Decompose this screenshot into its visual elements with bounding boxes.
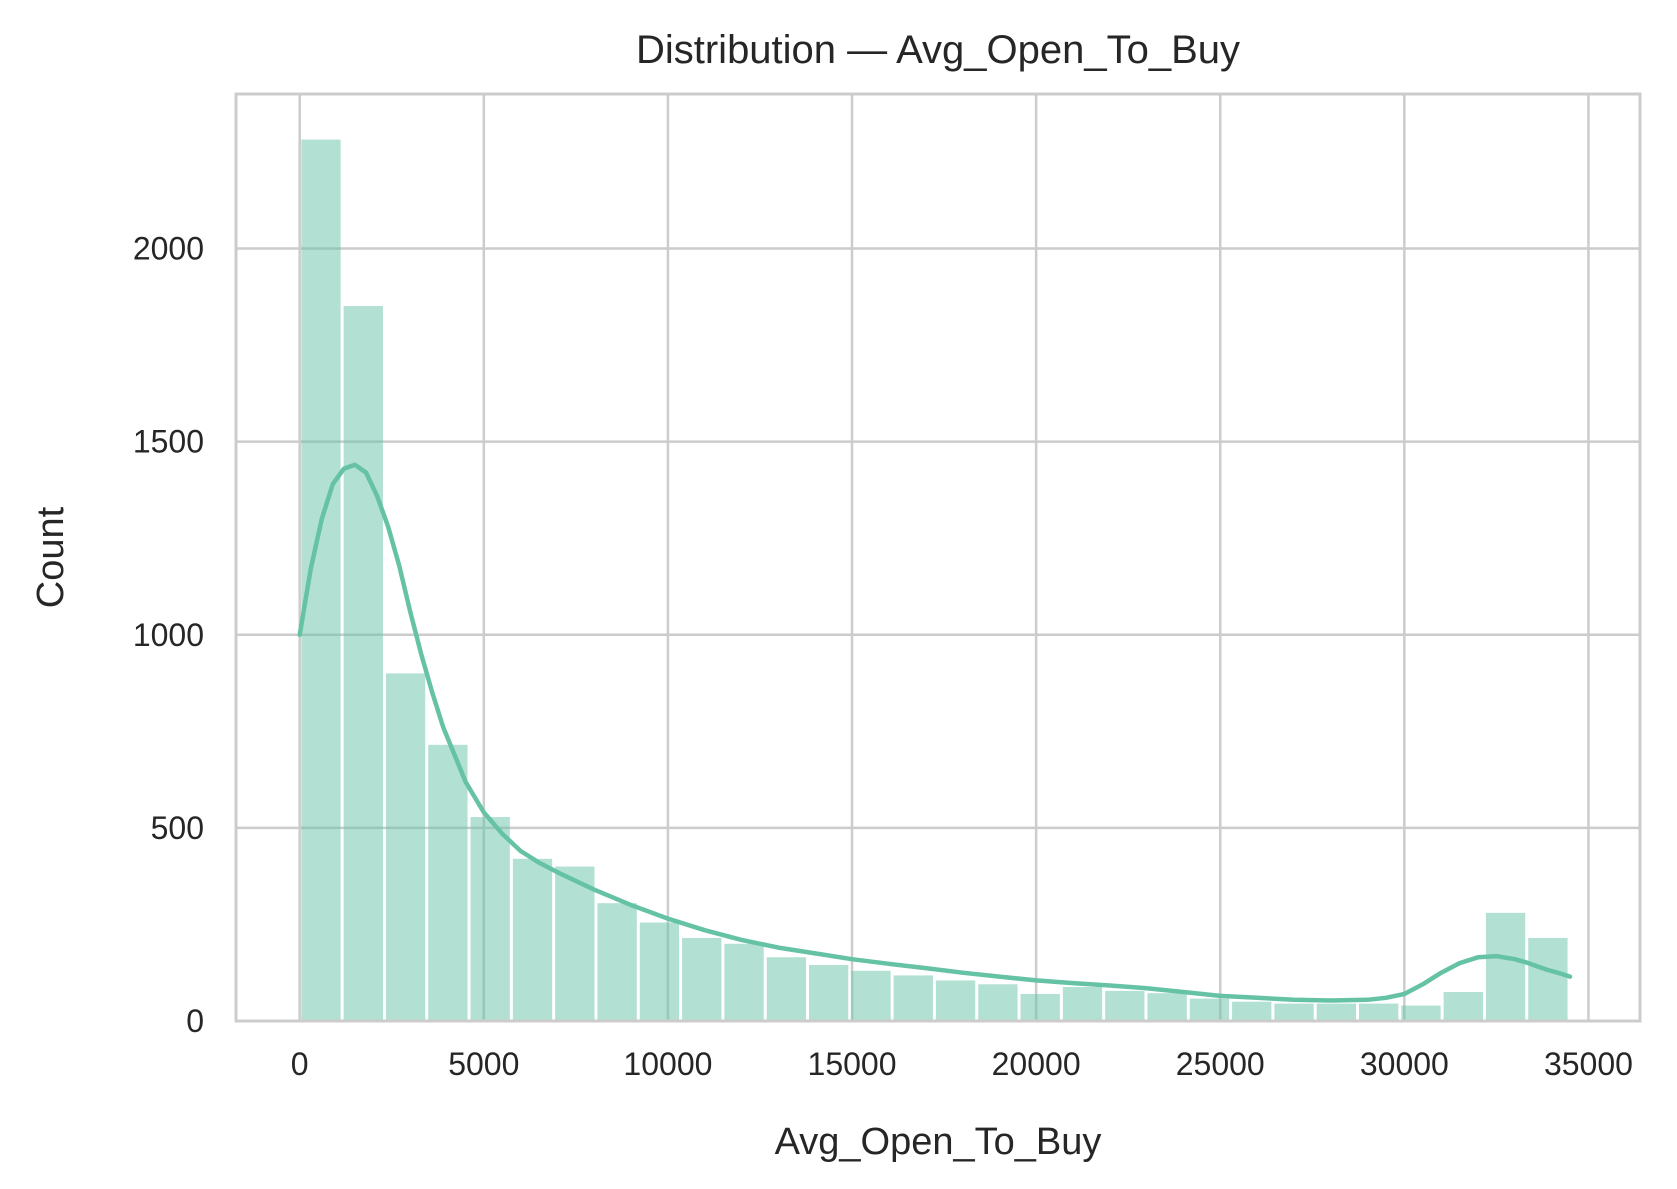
x-tick-label: 25000 — [1176, 1046, 1265, 1082]
kde-curve-group — [297, 462, 1573, 1003]
x-tick-label: 35000 — [1544, 1046, 1633, 1082]
histogram-bar — [682, 937, 722, 1021]
histogram-bar — [935, 980, 976, 1021]
x-tick-labels: 0 5000 10000 15000 20000 25000 30000 35000 — [291, 1046, 1633, 1082]
histogram-bar — [1147, 993, 1187, 1021]
histogram-bar — [809, 964, 849, 1021]
histogram-bar — [385, 673, 426, 1021]
histogram-bar — [978, 984, 1018, 1021]
x-tick-label: 15000 — [808, 1046, 897, 1082]
histogram-bar — [555, 866, 595, 1021]
histogram-bar — [1232, 1001, 1272, 1021]
histogram-bar — [1105, 990, 1145, 1021]
histogram-bar — [512, 858, 553, 1021]
histogram-bar — [428, 744, 468, 1021]
histogram-bar — [470, 817, 510, 1021]
y-tick-label: 0 — [186, 1003, 204, 1039]
y-axis-label: Count — [30, 506, 72, 608]
y-tick-label: 2000 — [133, 231, 204, 267]
x-tick-label: 5000 — [448, 1046, 519, 1082]
histogram-bar — [597, 903, 637, 1021]
histogram-bar — [1020, 993, 1060, 1021]
x-axis-label: Avg_Open_To_Buy — [775, 1121, 1102, 1163]
plot-frame — [234, 92, 1642, 1023]
histogram-bar — [1485, 912, 1526, 1021]
histogram-bar — [1443, 992, 1483, 1021]
histogram-bar — [893, 975, 933, 1021]
kde-curve — [297, 462, 1573, 1003]
histogram-bar — [1316, 1003, 1357, 1021]
histogram-bar — [1528, 937, 1568, 1021]
y-tick-label: 1000 — [133, 617, 204, 653]
chart-title: Distribution — Avg_Open_To_Buy — [636, 28, 1240, 72]
x-tick-label: 30000 — [1360, 1046, 1449, 1082]
histogram-bar — [851, 970, 891, 1021]
x-tick-label: 10000 — [623, 1046, 712, 1082]
x-tick-label: 0 — [291, 1046, 309, 1082]
histogram-bar — [1189, 998, 1230, 1021]
x-tick-label: 20000 — [992, 1046, 1081, 1082]
y-tick-label: 1500 — [133, 424, 204, 460]
histogram-bar — [343, 306, 383, 1021]
histogram-bar — [1359, 1003, 1399, 1021]
histogram-bar — [766, 957, 807, 1021]
histogram-bar — [724, 943, 764, 1021]
histogram-bar — [639, 922, 680, 1021]
histogram-bar — [1401, 1005, 1441, 1021]
histogram-bar — [1062, 987, 1103, 1021]
y-tick-labels: 0 500 1000 1500 2000 — [133, 231, 204, 1040]
histogram-bar — [1274, 1003, 1314, 1021]
y-tick-label: 500 — [151, 810, 204, 846]
